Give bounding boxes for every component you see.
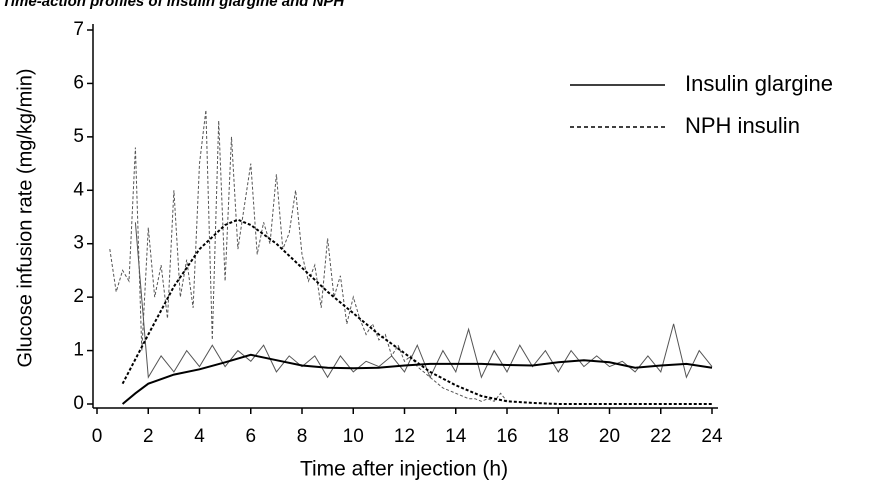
y-tick-label: 1 [73, 340, 84, 361]
y-tick-label: 7 [73, 19, 84, 40]
x-tick-label: 14 [445, 426, 467, 447]
x-tick-label: 12 [394, 426, 415, 447]
y-tick-label: 5 [73, 126, 84, 147]
y-tick-label: 2 [73, 286, 84, 307]
series-line [121, 218, 712, 405]
y-tick-label: 6 [73, 72, 84, 93]
x-tick-label: 2 [143, 426, 154, 447]
y-tick-label: 3 [73, 233, 84, 254]
series-line [134, 222, 713, 379]
x-tick-label: 24 [701, 426, 723, 447]
x-tick-label: 10 [343, 426, 364, 447]
y-tick-label: 4 [73, 179, 84, 200]
x-tick-label: 4 [194, 426, 205, 447]
x-tick-label: 22 [650, 426, 671, 447]
x-tick-label: 0 [92, 426, 103, 447]
x-tick-label: 16 [496, 426, 517, 447]
chart-title: Time-action profiles of insulin glargine… [2, 0, 345, 10]
series-line [121, 353, 713, 405]
x-tick-label: 6 [245, 426, 256, 447]
y-tick-label: 0 [73, 393, 84, 414]
legend-label: Insulin glargine [685, 71, 833, 96]
x-tick-label: 20 [599, 426, 620, 447]
x-axis-label: Time after injection (h) [300, 458, 508, 481]
x-tick-label: 8 [297, 426, 308, 447]
y-axis-label: Glucose infusion rate (mg/kg/min) [14, 68, 36, 367]
x-tick-label: 18 [548, 426, 569, 447]
series-line [109, 110, 508, 402]
legend-label: NPH insulin [685, 113, 800, 138]
